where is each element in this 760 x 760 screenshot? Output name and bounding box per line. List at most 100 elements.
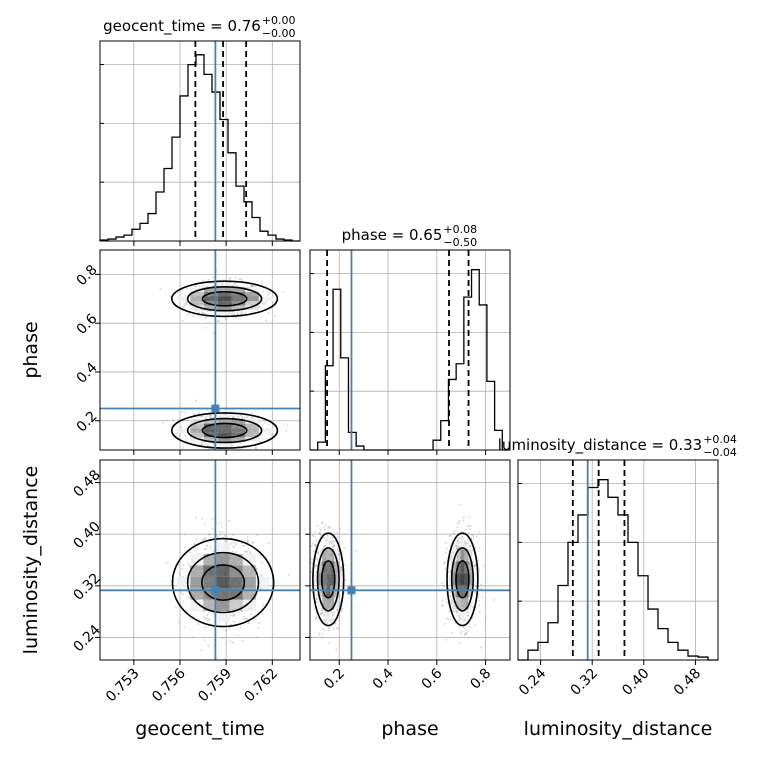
sample-point: [249, 284, 252, 287]
density-cell: [334, 549, 339, 562]
sample-point: [208, 532, 211, 535]
sample-point: [215, 534, 218, 537]
sample-point: [464, 544, 467, 546]
sample-point: [447, 618, 450, 621]
sample-point: [281, 291, 284, 293]
density-cells: [314, 537, 343, 622]
sample-point: [443, 585, 445, 588]
sample-point: [468, 544, 471, 547]
density-cell: [203, 599, 217, 612]
sample-point: [201, 441, 203, 444]
sample-point: [212, 276, 214, 279]
density-cell: [460, 609, 465, 622]
sample-point: [196, 547, 199, 550]
sample-point: [337, 553, 340, 556]
sample-point: [327, 527, 330, 529]
sample-point: [183, 533, 186, 536]
sample-point: [333, 618, 336, 621]
sample-point: [331, 613, 334, 616]
sample-point: [444, 568, 447, 571]
sample-point: [344, 564, 346, 567]
sample-point: [324, 538, 327, 540]
sample-point: [261, 561, 263, 564]
sample-point: [225, 539, 228, 542]
density-cell: [217, 441, 232, 447]
sample-point: [217, 539, 219, 542]
sample-point: [455, 547, 458, 550]
sample-point: [198, 411, 201, 414]
density-cell: [460, 585, 465, 598]
scatter-panel-phase-luminosity_distance: 0.2 0.4 0.6 0.8: [305, 459, 511, 693]
sample-point: [474, 591, 476, 594]
density-cell: [203, 565, 217, 577]
sample-point: [172, 419, 175, 421]
sample-point: [234, 543, 237, 546]
density-cell: [318, 585, 323, 598]
sample-point: [181, 593, 184, 596]
sample-point: [479, 610, 481, 613]
density-cell: [203, 588, 217, 600]
panel-frame: [309, 249, 511, 451]
sample-point: [194, 309, 197, 312]
sample-point: [269, 434, 272, 436]
sample-point: [235, 551, 237, 554]
sample-point: [267, 312, 270, 315]
sample-point: [316, 594, 318, 596]
sample-point: [340, 566, 342, 569]
density-cell: [245, 437, 259, 442]
sample-point: [266, 294, 269, 296]
sample-point: [175, 432, 178, 435]
sample-point: [333, 544, 336, 547]
sample-point: [458, 545, 460, 547]
sample-point: [312, 550, 315, 553]
sample-point: [256, 567, 258, 570]
scatter-panel-geocent_time-phase: 0.2 0.4 0.6 0.8: [74, 249, 301, 455]
density-cell: [452, 573, 457, 586]
sample-point: [194, 285, 197, 288]
sample-point: [195, 285, 198, 288]
sample-point: [331, 545, 334, 548]
sample-point: [469, 625, 472, 628]
sample-point: [315, 601, 318, 604]
y-tick-label: 0.32: [70, 570, 103, 603]
sample-point: [213, 442, 215, 445]
sample-point: [329, 526, 332, 529]
sample-point: [204, 616, 207, 619]
density-cell: [231, 428, 246, 433]
sample-point: [344, 579, 347, 582]
density-cell: [326, 585, 331, 598]
sample-point: [240, 542, 243, 545]
density-cell: [190, 423, 205, 429]
sample-point: [268, 292, 270, 294]
sample-point: [183, 305, 186, 307]
grid-lines: [310, 250, 510, 450]
sample-point: [333, 610, 335, 613]
density-cell: [468, 597, 473, 610]
sample-point: [330, 618, 333, 621]
sample-point: [187, 313, 189, 316]
sample-point: [206, 310, 209, 313]
sample-point: [312, 534, 315, 537]
sample-point: [446, 617, 448, 620]
sample-point: [232, 442, 235, 445]
sample-point: [320, 612, 322, 615]
panel-frame: [517, 459, 719, 661]
sample-point: [228, 519, 231, 522]
sample-point: [262, 290, 265, 293]
contour-1: [186, 551, 260, 614]
title-text: phase = 0.65: [342, 226, 443, 244]
sample-point: [466, 611, 469, 614]
sample-point: [183, 303, 186, 305]
contour-2: [201, 422, 248, 439]
sample-point: [452, 546, 455, 549]
sample-point: [441, 582, 443, 585]
sample-point: [472, 606, 475, 608]
sample-point: [224, 534, 226, 537]
density-cell: [190, 287, 205, 292]
density-cell: [190, 419, 205, 424]
density-cell: [326, 561, 331, 574]
density-cell: [326, 609, 331, 622]
sample-point: [240, 278, 243, 280]
sample-point: [330, 540, 333, 543]
sample-point: [443, 622, 446, 625]
